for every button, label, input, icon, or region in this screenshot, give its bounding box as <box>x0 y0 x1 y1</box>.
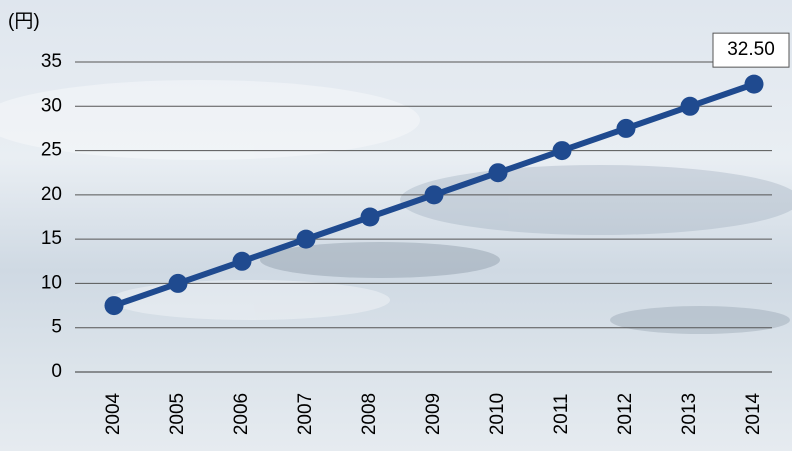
x-tick-label: 2006 <box>231 393 252 435</box>
y-tick-label: 15 <box>41 228 62 249</box>
data-point <box>680 96 700 116</box>
y-tick-label: 30 <box>41 95 62 116</box>
data-point <box>296 229 316 249</box>
data-point <box>488 163 508 183</box>
value-label-box <box>712 32 790 68</box>
x-tick-label: 2011 <box>551 394 572 435</box>
y-tick-label: 35 <box>41 51 62 72</box>
data-point <box>424 185 444 205</box>
y-axis-label: (円) <box>8 11 40 32</box>
value-label: 32.50 <box>727 39 775 60</box>
data-point <box>232 251 252 271</box>
y-tick-label: 5 <box>51 317 62 338</box>
y-tick-label: 0 <box>51 361 62 382</box>
data-point <box>552 141 572 161</box>
x-tick-label: 2012 <box>615 393 636 435</box>
x-tick-label: 2007 <box>295 393 316 435</box>
data-point <box>168 273 188 293</box>
x-tick-label: 2009 <box>423 393 444 435</box>
x-tick-label: 2013 <box>679 393 700 435</box>
background <box>0 80 792 334</box>
data-point <box>744 74 764 94</box>
x-tick-label: 2008 <box>359 393 380 435</box>
data-point <box>616 118 636 138</box>
y-tick-label: 25 <box>41 140 62 161</box>
data-point <box>104 296 124 316</box>
x-tick-label: 2004 <box>103 392 124 435</box>
x-tick-label: 2014 <box>743 392 764 435</box>
y-tick-label: 20 <box>41 184 62 205</box>
data-point <box>360 207 380 227</box>
x-tick-label: 2005 <box>167 393 188 435</box>
y-tick-label: 10 <box>41 272 62 293</box>
x-tick-label: 2010 <box>487 393 508 435</box>
